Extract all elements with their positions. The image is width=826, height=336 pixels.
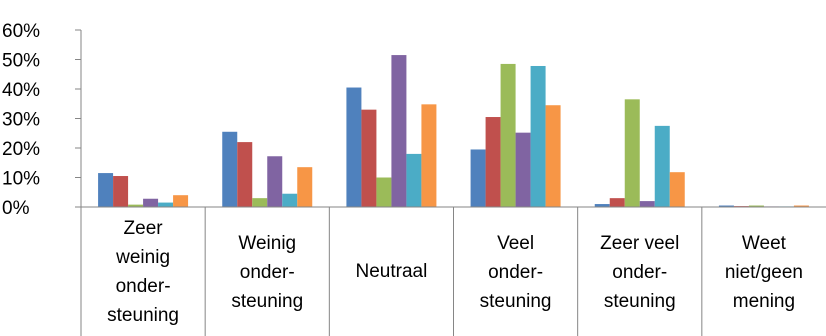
bar [252,198,268,207]
category-label-line: steuning [604,291,676,312]
category-label-line: onder- [488,262,543,283]
category-label-line: steuning [107,305,179,326]
bar [406,153,422,207]
bar [98,173,114,207]
category-label-line: Weinig [238,233,296,254]
category-label-line: steuning [231,291,303,312]
category-label-line: Neutraal [356,261,428,282]
category-label-line: onder- [116,276,171,297]
bar [361,109,377,207]
category-label-line: niet/geen [725,262,803,283]
y-tick-label: 20% [2,139,40,160]
bar [485,117,501,207]
category-label-line: onder- [612,262,667,283]
bar [530,65,546,208]
category-label-line: Veel [497,233,534,254]
bar [718,205,734,207]
category-labels: Zeer weinig onder-steuning Weinig onder-steu… [107,218,803,326]
category-label-line: Weet [742,233,787,254]
y-tick-label: 30% [2,110,40,131]
bar [143,198,159,207]
bar [470,149,486,207]
category-label-line: Zeer [124,218,164,239]
bar [421,104,437,207]
bar [654,125,670,207]
y-tick-label: 60% [2,21,40,42]
bar [500,63,516,207]
bar [748,205,764,207]
bar [515,132,531,207]
bar [237,142,253,207]
bar [158,202,174,207]
bar [376,177,392,207]
category-label-line: steuning [480,291,552,312]
bar [173,195,189,207]
bar [346,87,362,207]
bar [639,201,655,207]
bars [98,55,809,208]
bar [624,99,640,207]
y-tick-label: 10% [2,169,40,190]
bar [282,193,298,207]
bar [297,167,313,207]
y-tick-label: 40% [2,80,40,101]
bar [669,172,685,207]
category-table [80,206,826,336]
bar [391,55,407,208]
y-tick-label: 0% [2,198,30,219]
bar [545,105,561,207]
bar [128,204,144,207]
category-label-line: weinig [115,247,170,268]
bar [267,156,283,207]
y-tick-label: 50% [2,51,40,72]
category-label-line: Zeer veel [600,233,679,254]
y-axis: 0% 10% 20% 30% 40% 50% 60% [2,21,82,219]
category-label-line: onder- [240,262,295,283]
bar [793,205,809,207]
category-label-line: mening [733,291,795,312]
bar [594,204,610,207]
bar [609,198,625,207]
bar [222,131,238,207]
bar [113,176,129,207]
